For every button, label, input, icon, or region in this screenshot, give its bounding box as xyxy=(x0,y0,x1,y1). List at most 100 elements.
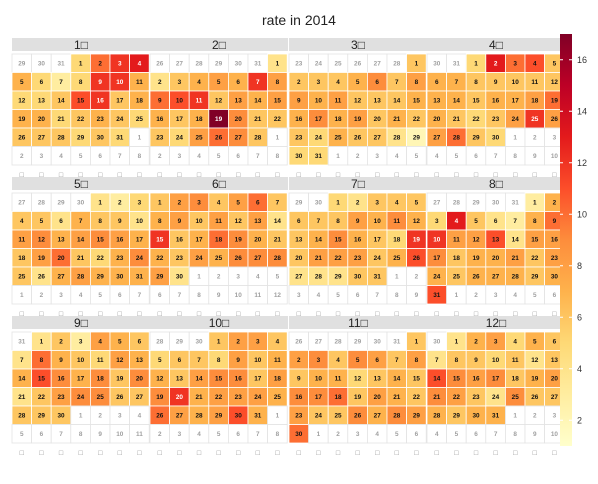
day-number: 27 xyxy=(57,274,65,281)
day-number: 14 xyxy=(393,376,401,383)
month-label: 2□ xyxy=(212,38,226,52)
day-number: 28 xyxy=(433,413,441,420)
day-number: 9 xyxy=(178,218,182,225)
day-number: 15 xyxy=(215,376,223,383)
colorbar-tick-label: 4 xyxy=(577,364,582,374)
day-number: 1 xyxy=(415,339,419,346)
day-number: 15 xyxy=(77,98,85,105)
day-number: 9 xyxy=(59,357,63,364)
day-number: 12 xyxy=(551,79,559,86)
day-number: 1 xyxy=(79,61,83,68)
day-number: 1 xyxy=(217,339,221,346)
day-number: 29 xyxy=(531,274,539,281)
day-number: 21 xyxy=(57,116,65,123)
day-number: 14 xyxy=(57,98,65,105)
day-number: 14 xyxy=(393,98,401,105)
day-number: 5 xyxy=(356,79,360,86)
day-number: 16 xyxy=(57,376,65,383)
weekday-label: □ xyxy=(275,172,280,179)
weekday-label: □ xyxy=(474,311,479,318)
out-of-month-day-number: 27 xyxy=(433,200,441,207)
weekday-label: □ xyxy=(454,172,459,179)
day-number: 5 xyxy=(40,218,44,225)
weekday-label: □ xyxy=(216,311,221,318)
day-number: 7 xyxy=(455,79,459,86)
weekday-label: □ xyxy=(493,450,498,457)
out-of-month-day-number: 5 xyxy=(455,431,459,438)
day-number: 17 xyxy=(512,98,520,105)
weekday-label: □ xyxy=(78,450,83,457)
day-number: 20 xyxy=(235,116,243,123)
day-number: 18 xyxy=(453,255,461,262)
day-number: 23 xyxy=(295,135,303,142)
day-number: 3 xyxy=(138,200,142,207)
out-of-month-day-number: 1 xyxy=(455,292,459,299)
day-number: 12 xyxy=(116,357,124,364)
day-number: 25 xyxy=(334,413,342,420)
day-number: 10 xyxy=(136,218,144,225)
day-number: 24 xyxy=(315,413,323,420)
day-number: 22 xyxy=(77,116,85,123)
day-number: 3 xyxy=(118,61,122,68)
weekday-label: □ xyxy=(316,172,321,179)
out-of-month-day-number: 30 xyxy=(77,200,85,207)
day-number: 4 xyxy=(395,200,399,207)
out-of-month-day-number: 8 xyxy=(276,153,280,160)
day-number: 19 xyxy=(18,116,26,123)
day-number: 13 xyxy=(136,357,144,364)
day-number: 19 xyxy=(413,237,421,244)
day-number: 3 xyxy=(79,339,83,346)
day-number: 12 xyxy=(531,357,539,364)
out-of-month-cell xyxy=(129,146,150,166)
out-of-month-day-number: 6 xyxy=(40,431,44,438)
weekday-label: □ xyxy=(355,311,360,318)
weekday-label: □ xyxy=(414,172,419,179)
out-of-month-day-number: 9 xyxy=(533,431,537,438)
day-number: 15 xyxy=(38,376,46,383)
day-number: 27 xyxy=(492,274,500,281)
day-number: 10 xyxy=(176,98,184,105)
day-number: 12 xyxy=(413,218,421,225)
weekday-label: □ xyxy=(59,172,64,179)
day-number: 17 xyxy=(374,237,382,244)
out-of-month-day-number: 7 xyxy=(256,153,260,160)
day-number: 12 xyxy=(156,376,164,383)
day-number: 23 xyxy=(492,116,500,123)
day-number: 28 xyxy=(195,413,203,420)
day-number: 23 xyxy=(472,394,480,401)
day-number: 6 xyxy=(236,79,240,86)
weekday-label: □ xyxy=(59,450,64,457)
day-number: 1 xyxy=(455,339,459,346)
out-of-month-day-number: 1 xyxy=(276,135,280,142)
day-number: 6 xyxy=(435,79,439,86)
day-number: 20 xyxy=(551,376,559,383)
out-of-month-day-number: 6 xyxy=(415,431,419,438)
day-number: 22 xyxy=(472,116,480,123)
out-of-month-day-number: 2 xyxy=(415,274,419,281)
day-number: 27 xyxy=(374,413,382,420)
out-of-month-day-number: 31 xyxy=(18,339,26,346)
day-number: 31 xyxy=(433,292,441,299)
day-number: 21 xyxy=(433,394,441,401)
day-number: 11 xyxy=(215,218,222,225)
day-number: 29 xyxy=(156,274,164,281)
out-of-month-cell xyxy=(267,285,288,305)
out-of-month-day-number: 5 xyxy=(79,153,83,160)
day-number: 29 xyxy=(215,413,223,420)
day-number: 30 xyxy=(354,274,362,281)
day-number: 13 xyxy=(235,98,243,105)
month-header xyxy=(427,316,565,329)
day-number: 31 xyxy=(254,413,262,420)
weekday-label: □ xyxy=(216,450,221,457)
day-number: 14 xyxy=(195,376,203,383)
day-number: 3 xyxy=(375,200,379,207)
out-of-month-day-number: 5 xyxy=(455,153,459,160)
day-number: 18 xyxy=(195,116,203,123)
day-number: 10 xyxy=(254,357,262,364)
weekday-label: □ xyxy=(118,450,123,457)
colorbar-legend: 2 4 6 8 10 12 14 16 xyxy=(560,34,587,446)
weekday-label: □ xyxy=(414,311,419,318)
